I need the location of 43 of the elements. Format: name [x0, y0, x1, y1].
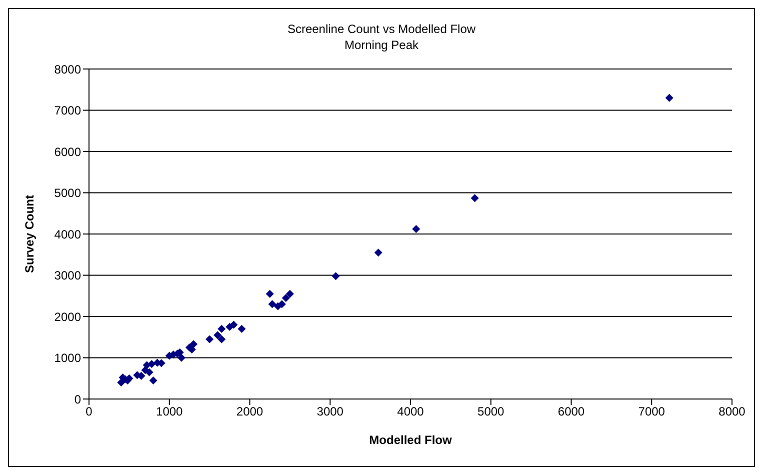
point: [189, 340, 198, 348]
x-tick-label: 7000: [638, 404, 666, 419]
point: [145, 368, 154, 376]
point: [238, 324, 246, 333]
point: [278, 300, 286, 308]
x-tick-label: 8000: [718, 404, 746, 419]
point: [177, 354, 186, 362]
x-tick-label: 0: [86, 404, 93, 419]
point: [286, 290, 294, 298]
x-axis-title: Modelled Flow: [369, 433, 452, 447]
x-tick-label: 2000: [236, 404, 264, 419]
point: [230, 320, 238, 329]
x-tick-label: 1000: [156, 404, 184, 419]
point: [412, 225, 420, 234]
point: [374, 248, 382, 257]
y-tick-label: 6000: [54, 144, 82, 159]
y-tick-label: 2000: [54, 310, 82, 324]
y-tick-label: 1000: [54, 351, 82, 366]
point: [266, 290, 274, 298]
y-tick-label: 0: [74, 392, 82, 406]
y-tick-label: 8000: [54, 62, 82, 76]
x-tick-label: 5000: [478, 404, 505, 419]
y-tick-label: 7000: [54, 104, 82, 118]
point: [218, 324, 226, 333]
point: [282, 294, 290, 302]
point: [268, 300, 276, 308]
y-tick-label: 4000: [54, 227, 82, 242]
y-tick-label: 5000: [54, 186, 82, 200]
x-tick-label: 4000: [397, 404, 424, 419]
point: [665, 94, 674, 102]
point: [218, 335, 226, 344]
y-tick-label: 3000: [54, 268, 82, 283]
x-tick-label: 6000: [558, 404, 585, 419]
point: [206, 335, 214, 344]
point: [332, 272, 340, 280]
point: [149, 376, 158, 384]
x-tick-label: 3000: [316, 404, 344, 419]
chart-title: Screenline Count vs Modelled Flow: [286, 21, 477, 37]
point: [470, 194, 479, 202]
chart-subtitle: Morning Peak: [343, 37, 420, 53]
point: [214, 331, 222, 340]
point: [148, 360, 156, 368]
y-axis-title: Survey Count: [22, 194, 36, 274]
